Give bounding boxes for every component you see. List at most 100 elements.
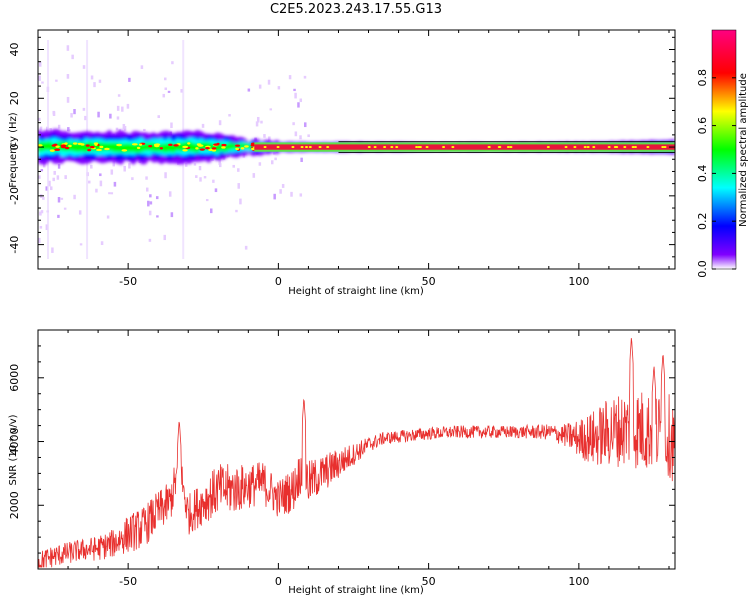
noise-speck [307,134,310,138]
noise-speck [258,162,262,166]
noise-speck [52,111,56,116]
noise-speck [66,96,70,103]
noise-speck [73,194,76,200]
spectral-peak [87,148,92,152]
noise-speck [98,79,102,83]
noise-speck [42,196,45,200]
noise-speck [156,215,159,218]
noise-speck [41,81,44,84]
spectral-peak [221,143,227,147]
spectral-peak [68,144,72,148]
spectrogram-xlabel: Height of straight line (km) [288,286,424,297]
noise-speck [121,106,124,112]
noise-speck [149,194,152,198]
noise-speck [239,198,242,205]
carrier-dot [661,146,665,149]
noise-speck [40,169,44,172]
noise-speck [95,188,98,193]
spectral-peak [240,147,245,150]
snr-xtick-label: 50 [422,575,436,588]
noise-speck [237,183,240,189]
noise-speck [66,74,70,79]
noise-speck [38,237,41,244]
noise-speck [38,175,41,179]
noise-speck [273,193,276,200]
noise-speck [162,93,166,98]
noise-speck [256,116,260,123]
noise-speck [258,84,262,89]
spectrogram-xtick-label: -50 [119,275,137,288]
noise-speck [126,103,130,109]
spectral-peak [96,148,102,152]
spectrogram-xtick-label: 0 [275,275,282,288]
carrier-dot [586,146,590,149]
snr-xtick-label: -50 [119,575,137,588]
noise-speck [164,172,167,179]
noise-speck [255,121,259,127]
carrier-dot [592,146,596,149]
noise-speck [170,122,173,129]
spectral-peaks [38,142,263,152]
colorbar-frame [711,29,737,270]
noise-speck [38,61,42,67]
spectral-peak [104,147,110,151]
noise-speck [97,111,100,118]
spectral-peak [221,146,226,149]
noise-speck [228,114,231,117]
carrier-dot [276,146,280,149]
spectral-peak [168,143,173,147]
spectral-peak [131,143,138,146]
carrier-dot [263,146,267,149]
snr-panel: -50 0 50 100 2000 4000 6000 Height of straight… [8,329,676,596]
noise-speck [53,170,56,175]
noise-speck [267,79,271,85]
noise-speck [79,243,83,246]
noise-speck [147,200,150,207]
noise-speck [269,108,273,111]
noise-speck [100,241,104,246]
carrier-dot [663,146,667,149]
carrier-dot [646,146,650,149]
noise-speck [279,189,282,194]
spectral-peak [195,147,199,150]
noise-speck [232,164,235,168]
noise-speck [57,197,61,203]
noise-speck [170,212,174,218]
noise-speck [205,199,209,202]
noise-speck [149,201,153,205]
noise-speck [270,160,274,165]
noise-speck [70,113,73,118]
colorbar: 0.0 0.2 0.4 0.6 0.8 Normalized spectral ampl… [696,29,749,278]
snr-xlabel: Height of straight line (km) [288,585,424,596]
carrier-dot [326,146,330,149]
noise-speck [82,107,86,111]
noise-speck [88,180,91,184]
spectral-peak [64,146,70,150]
noise-speck [73,108,76,115]
noise-speck [67,127,70,132]
snr-ytick-label: 6000 [8,364,21,392]
noise-speck [112,160,116,167]
snr-ylabel: SNR (10 * v/v) [8,414,19,485]
noise-speck [63,207,67,210]
noise-speck [294,131,298,137]
noise-speck [164,77,167,81]
noise-speck [57,214,60,218]
snr-ytick-label: 2000 [8,491,21,519]
noise-speck [45,186,48,191]
spectral-peak [38,144,43,147]
spectral-peak [64,142,68,145]
noise-speck [66,45,70,51]
spectral-peak [235,144,241,147]
noise-speck [281,183,285,188]
noise-speck [268,136,271,142]
colorbar-tick-label: 0.0 [696,260,709,278]
noise-speck [198,165,202,171]
noise-speck [145,176,148,180]
carrier-dot [418,146,422,149]
snr-ytick-label: 4000 [8,428,21,456]
noise-speck [263,134,266,138]
noise-speck [148,210,152,216]
spectrogram-ytick-label: -20 [8,187,21,205]
spectral-peak [80,143,85,146]
